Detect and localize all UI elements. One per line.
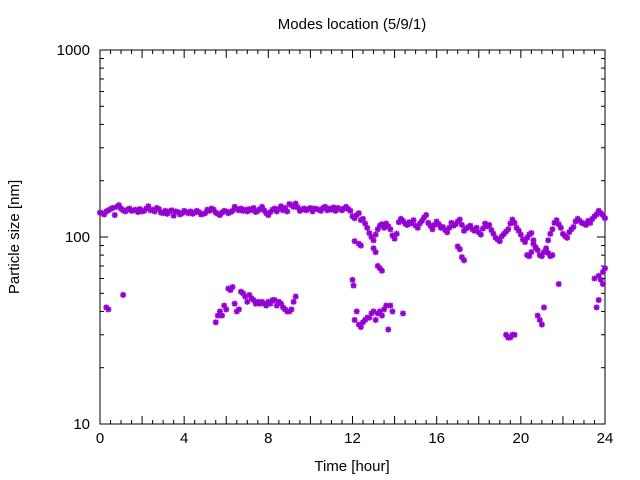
y-tick-label: 10 xyxy=(73,416,90,433)
data-point xyxy=(528,230,535,237)
data-point xyxy=(418,217,425,224)
data-point xyxy=(444,229,451,236)
data-point xyxy=(505,226,512,233)
data-point xyxy=(461,257,468,264)
data-point xyxy=(353,308,360,315)
data-point xyxy=(212,319,219,326)
data-point xyxy=(370,237,377,244)
data-point xyxy=(387,226,394,233)
data-point xyxy=(602,215,608,222)
data-point xyxy=(385,326,392,333)
data-point xyxy=(111,212,118,219)
chart-title: Modes location (5/9/1) xyxy=(278,16,426,33)
data-point xyxy=(360,215,367,222)
data-point xyxy=(372,316,379,323)
data-point xyxy=(372,231,379,238)
x-axis-title: Time [hour] xyxy=(314,458,389,475)
data-point xyxy=(456,216,463,223)
data-point xyxy=(378,267,385,274)
data-point xyxy=(540,304,547,311)
data-point xyxy=(602,265,608,272)
data-point xyxy=(423,212,430,219)
y-tick-label: 1000 xyxy=(57,42,90,59)
data-point xyxy=(357,242,364,249)
data-point xyxy=(532,244,539,251)
data-point xyxy=(391,235,398,242)
data-point xyxy=(259,203,266,210)
x-tick-label: 12 xyxy=(344,430,361,447)
data-point xyxy=(378,312,385,319)
data-point xyxy=(549,226,556,233)
data-point xyxy=(347,207,354,214)
data-point xyxy=(244,298,251,305)
data-point xyxy=(229,284,236,291)
data-point xyxy=(400,310,406,317)
data-point xyxy=(545,237,552,244)
x-tick-label: 24 xyxy=(597,430,614,447)
data-point xyxy=(511,219,518,226)
data-point xyxy=(599,281,606,288)
data-point xyxy=(458,221,465,228)
data-point xyxy=(564,234,571,241)
data-point xyxy=(235,306,242,313)
data-point xyxy=(364,224,371,231)
data-point xyxy=(570,224,577,231)
data-point xyxy=(511,331,518,338)
data-point xyxy=(120,291,127,298)
data-point xyxy=(355,210,362,217)
x-tick-label: 16 xyxy=(428,430,445,447)
data-point xyxy=(351,238,358,245)
x-tick-labels: 0 4 8 12 16 20 24 xyxy=(96,430,614,447)
x-tick-label: 20 xyxy=(512,430,529,447)
data-point xyxy=(496,238,503,245)
data-point xyxy=(372,249,379,256)
data-point xyxy=(223,306,230,313)
data-point xyxy=(595,297,602,304)
data-point xyxy=(477,231,484,238)
axis-ticks xyxy=(99,50,606,425)
y-tick-label: 100 xyxy=(65,229,90,246)
x-tick-label: 4 xyxy=(180,430,188,447)
data-point xyxy=(349,276,356,283)
data-point xyxy=(486,221,493,228)
x-tick-label: 0 xyxy=(96,430,104,447)
data-point xyxy=(219,312,226,319)
data-point xyxy=(288,306,295,313)
data-point xyxy=(549,252,556,259)
data-point xyxy=(284,208,291,215)
data-point xyxy=(393,230,400,237)
data-point xyxy=(425,219,432,226)
data-point xyxy=(528,249,535,256)
data-point xyxy=(555,281,562,288)
data-point xyxy=(410,217,417,224)
data-point xyxy=(591,275,598,282)
data-point xyxy=(517,231,524,238)
data-point xyxy=(547,230,554,237)
y-tick-labels: 10 100 1000 xyxy=(57,42,90,433)
data-points xyxy=(97,200,608,341)
data-point xyxy=(357,324,364,331)
x-tick-label: 8 xyxy=(264,430,272,447)
y-axis-title: Particle size [nm] xyxy=(6,180,23,294)
data-point xyxy=(290,298,297,305)
data-point xyxy=(593,304,600,311)
data-point xyxy=(231,300,238,307)
data-point xyxy=(557,224,564,231)
data-point xyxy=(105,306,112,313)
data-point xyxy=(351,316,358,323)
data-point xyxy=(536,316,543,323)
data-point xyxy=(389,308,396,315)
data-point xyxy=(595,272,602,279)
data-point xyxy=(387,302,394,309)
data-point xyxy=(456,246,463,253)
data-point xyxy=(292,293,299,300)
data-point xyxy=(350,282,357,289)
data-point xyxy=(538,321,545,328)
